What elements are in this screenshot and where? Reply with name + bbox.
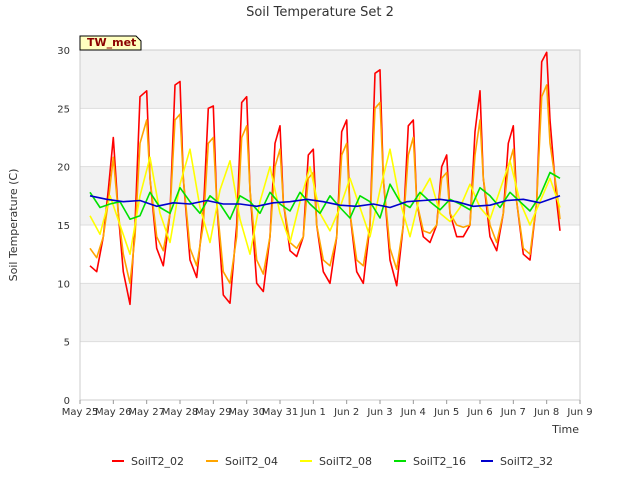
x-tick-label: Jun 3 xyxy=(366,407,392,418)
legend-label: SoilT2_04 xyxy=(225,455,278,468)
x-tick-label: Jun 8 xyxy=(533,407,559,418)
y-tick-label: 5 xyxy=(64,338,70,349)
x-tick-label: Jun 2 xyxy=(333,407,359,418)
chart-title: Soil Temperature Set 2 xyxy=(246,5,394,20)
x-tick-label: Jun 6 xyxy=(466,407,492,418)
legend-label: SoilT2_16 xyxy=(413,455,466,468)
x-tick-label: May 30 xyxy=(228,407,265,418)
plot-area-border xyxy=(79,49,581,401)
x-tick-label: May 29 xyxy=(195,407,232,418)
legend-label: SoilT2_08 xyxy=(319,455,372,468)
y-tick-label: 20 xyxy=(57,163,70,174)
annotation-box: TW_met xyxy=(79,35,142,51)
y-tick-label: 10 xyxy=(57,279,70,290)
x-axis-label: Time xyxy=(551,423,579,436)
grid-band xyxy=(80,50,580,109)
y-tick-label: 25 xyxy=(57,104,70,115)
series-line-soilt2_08 xyxy=(89,148,561,255)
x-tick-label: May 27 xyxy=(128,407,165,418)
x-tick-label: May 31 xyxy=(262,407,299,418)
x-tick-label: Jun 5 xyxy=(433,407,459,418)
x-tick-label: May 25 xyxy=(62,407,99,418)
series-line-soilt2_04 xyxy=(89,84,561,285)
legend-label: SoilT2_32 xyxy=(500,455,553,468)
grid-band xyxy=(80,283,580,342)
y-tick-labels: 0 5 10 15 20 25 30 xyxy=(57,46,70,407)
legend-label: SoilT2_02 xyxy=(131,455,184,468)
x-tick-label: May 28 xyxy=(162,407,199,418)
y-tick-label: 30 xyxy=(57,46,70,57)
x-tick-label: Jun 7 xyxy=(500,407,526,418)
annotation-label: TW_met xyxy=(87,36,136,49)
x-tick-label: Jun 1 xyxy=(300,407,326,418)
x-tick-label: May 26 xyxy=(95,407,132,418)
series-line-soilt2_32 xyxy=(89,195,561,209)
annotation-background xyxy=(79,35,142,51)
series-lines xyxy=(89,51,561,306)
y-tick-label: 15 xyxy=(57,221,70,232)
series-line-soilt2_16 xyxy=(89,171,561,220)
y-tick-label: 0 xyxy=(64,396,70,407)
x-tick-label: Jun 4 xyxy=(400,407,426,418)
y-axis-label: Soil Temperature (C) xyxy=(7,169,20,282)
x-tick-label: Jun 9 xyxy=(566,407,592,418)
legend: SoilT2_02 SoilT2_04 SoilT2_08 SoilT2_16 Soil… xyxy=(112,455,553,468)
